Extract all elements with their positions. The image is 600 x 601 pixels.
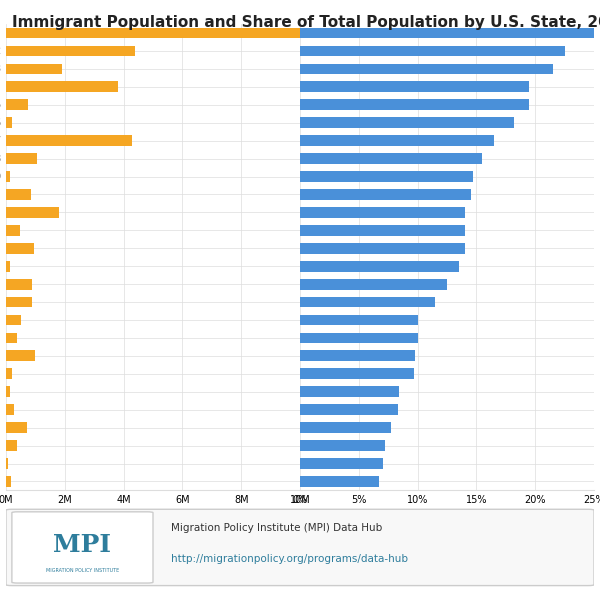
- Bar: [6, 279, 32, 290]
- Bar: [300, 297, 435, 308]
- Bar: [6, 207, 59, 218]
- Bar: [6, 404, 14, 415]
- Bar: [6, 64, 62, 75]
- Bar: [6, 153, 37, 164]
- Bar: [6, 261, 10, 272]
- Bar: [6, 243, 34, 254]
- Bar: [6, 440, 17, 451]
- Bar: [300, 368, 414, 379]
- Bar: [300, 117, 514, 128]
- Bar: [6, 476, 11, 487]
- Bar: [300, 99, 529, 110]
- Bar: [300, 279, 447, 290]
- Bar: [6, 458, 8, 469]
- Bar: [300, 476, 379, 487]
- Bar: [300, 225, 464, 236]
- Bar: [300, 46, 565, 56]
- Bar: [300, 440, 385, 451]
- Text: http://migrationpolicy.org/programs/data-hub: http://migrationpolicy.org/programs/data…: [170, 554, 407, 564]
- Bar: [6, 350, 35, 361]
- Bar: [300, 64, 553, 75]
- Bar: [300, 135, 494, 146]
- Text: MPI: MPI: [53, 533, 112, 557]
- Bar: [300, 82, 529, 92]
- Bar: [300, 153, 482, 164]
- Bar: [300, 314, 418, 325]
- Bar: [6, 332, 17, 343]
- Bar: [300, 243, 464, 254]
- Bar: [300, 350, 415, 361]
- Bar: [300, 404, 398, 415]
- Bar: [6, 135, 133, 146]
- Bar: [6, 386, 10, 397]
- FancyBboxPatch shape: [6, 509, 594, 585]
- Bar: [300, 261, 459, 272]
- Bar: [300, 386, 399, 397]
- Bar: [300, 207, 464, 218]
- Bar: [6, 314, 21, 325]
- Bar: [300, 458, 383, 469]
- Bar: [300, 189, 470, 200]
- Bar: [300, 171, 473, 182]
- X-axis label: Immigrant Population: Immigrant Population: [97, 511, 209, 521]
- Text: MIGRATION POLICY INSTITUTE: MIGRATION POLICY INSTITUTE: [46, 568, 119, 573]
- Bar: [6, 117, 13, 128]
- Bar: [6, 28, 300, 38]
- Bar: [6, 368, 12, 379]
- FancyBboxPatch shape: [12, 512, 153, 583]
- Bar: [6, 82, 118, 92]
- Bar: [6, 99, 28, 110]
- Text: Migration Policy Institute (MPI) Data Hub: Migration Policy Institute (MPI) Data Hu…: [170, 523, 382, 533]
- Bar: [6, 171, 10, 182]
- Bar: [300, 332, 418, 343]
- Bar: [6, 297, 32, 308]
- X-axis label: Immigrant Share of the Total State Populati..: Immigrant Share of the Total State Popul…: [331, 511, 563, 521]
- Bar: [300, 423, 391, 433]
- Bar: [6, 423, 28, 433]
- Text: Immigrant Population and Share of Total Population by U.S. State, 2012: Immigrant Population and Share of Total …: [12, 15, 600, 30]
- Bar: [6, 46, 136, 56]
- Bar: [6, 225, 20, 236]
- Bar: [300, 28, 600, 38]
- Bar: [6, 189, 31, 200]
